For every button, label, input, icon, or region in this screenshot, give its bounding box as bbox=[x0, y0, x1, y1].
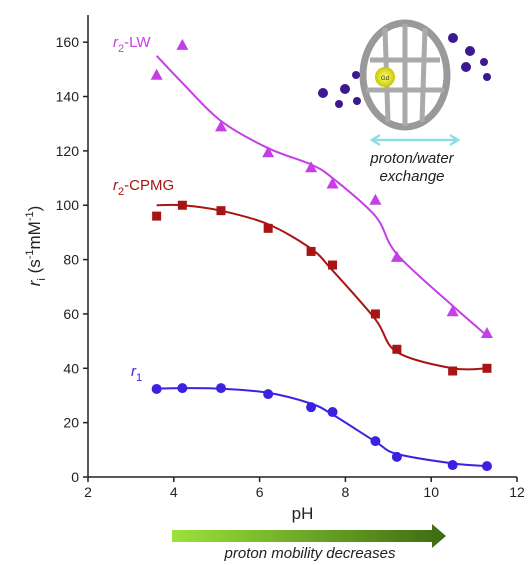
point bbox=[263, 223, 273, 233]
y-label-part: -1 bbox=[24, 211, 36, 221]
y-label-part: mM bbox=[25, 221, 44, 249]
legend-label: r2-CPMG bbox=[113, 177, 174, 198]
y-label-part: i bbox=[36, 278, 48, 280]
point bbox=[392, 344, 402, 354]
y-tick-label: 20 bbox=[63, 415, 79, 431]
annotation: proton/water bbox=[369, 150, 454, 167]
point bbox=[263, 389, 274, 400]
point bbox=[177, 383, 188, 394]
point bbox=[177, 200, 187, 210]
legend-sub: 2 bbox=[118, 186, 124, 198]
point bbox=[176, 38, 189, 50]
point bbox=[391, 451, 402, 462]
point bbox=[215, 383, 226, 394]
legend-label: r2-LW bbox=[113, 34, 151, 55]
y-label-part: -1 bbox=[24, 249, 36, 259]
y-tick-label: 60 bbox=[63, 306, 79, 322]
y-axis-label: ri (s-1mM-1) bbox=[24, 206, 48, 287]
point bbox=[446, 305, 459, 317]
fit-curve bbox=[156, 387, 488, 468]
x-tick-label: 12 bbox=[509, 484, 525, 500]
point bbox=[390, 250, 403, 262]
gd-atom bbox=[375, 67, 395, 87]
gd-label: Gd bbox=[381, 76, 389, 82]
water-dots bbox=[318, 33, 491, 108]
point bbox=[370, 309, 380, 319]
point bbox=[326, 177, 339, 189]
legend-sub: 2 bbox=[118, 43, 124, 55]
fit-curve bbox=[156, 203, 487, 371]
y-tick-label: 120 bbox=[56, 143, 80, 159]
fit-curve bbox=[155, 55, 488, 337]
legend-rest: -CPMG bbox=[124, 177, 174, 194]
y-tick-label: 0 bbox=[71, 469, 79, 485]
point bbox=[151, 383, 162, 394]
y-label-part: r bbox=[25, 279, 44, 286]
point bbox=[216, 206, 226, 216]
point bbox=[306, 402, 317, 413]
cage bbox=[359, 19, 451, 131]
legend-symbol: r bbox=[131, 363, 137, 380]
y-label-part: (s bbox=[25, 259, 44, 278]
point bbox=[327, 407, 338, 418]
point bbox=[481, 461, 492, 472]
legend-symbol: r bbox=[113, 34, 119, 51]
x-tick-label: 2 bbox=[84, 484, 92, 500]
x-tick-label: 6 bbox=[256, 484, 264, 500]
x-tick-label: 8 bbox=[342, 484, 350, 500]
point bbox=[480, 326, 493, 338]
y-tick-label: 140 bbox=[56, 89, 80, 105]
point bbox=[328, 260, 338, 270]
legend-symbol: r bbox=[113, 177, 119, 194]
point bbox=[305, 161, 318, 173]
y-label-part: ) bbox=[25, 206, 44, 212]
annotation: exchange bbox=[379, 168, 444, 185]
point bbox=[150, 68, 163, 80]
x-tick-label: 10 bbox=[423, 484, 439, 500]
y-tick-label: 100 bbox=[56, 197, 80, 213]
point bbox=[214, 120, 227, 132]
trend-arrow bbox=[172, 524, 446, 548]
point bbox=[369, 193, 382, 205]
legend-label: r1 bbox=[131, 363, 142, 384]
point bbox=[306, 246, 316, 256]
annotation: proton mobility decreases bbox=[224, 545, 396, 562]
y-tick-label: 80 bbox=[63, 252, 79, 268]
exchange-arrow bbox=[369, 133, 461, 147]
y-tick-label: 40 bbox=[63, 360, 79, 376]
point bbox=[152, 211, 162, 221]
point bbox=[482, 363, 492, 373]
y-tick-label: 160 bbox=[56, 34, 80, 50]
point bbox=[447, 460, 458, 471]
legend-rest: -LW bbox=[124, 34, 151, 51]
point bbox=[370, 436, 381, 447]
point bbox=[448, 366, 458, 376]
inset: Gd proton/water exchange bbox=[318, 19, 491, 185]
point bbox=[262, 146, 275, 158]
x-axis-label: pH bbox=[292, 504, 314, 523]
legend-sub: 1 bbox=[136, 372, 142, 384]
x-tick-label: 4 bbox=[170, 484, 178, 500]
